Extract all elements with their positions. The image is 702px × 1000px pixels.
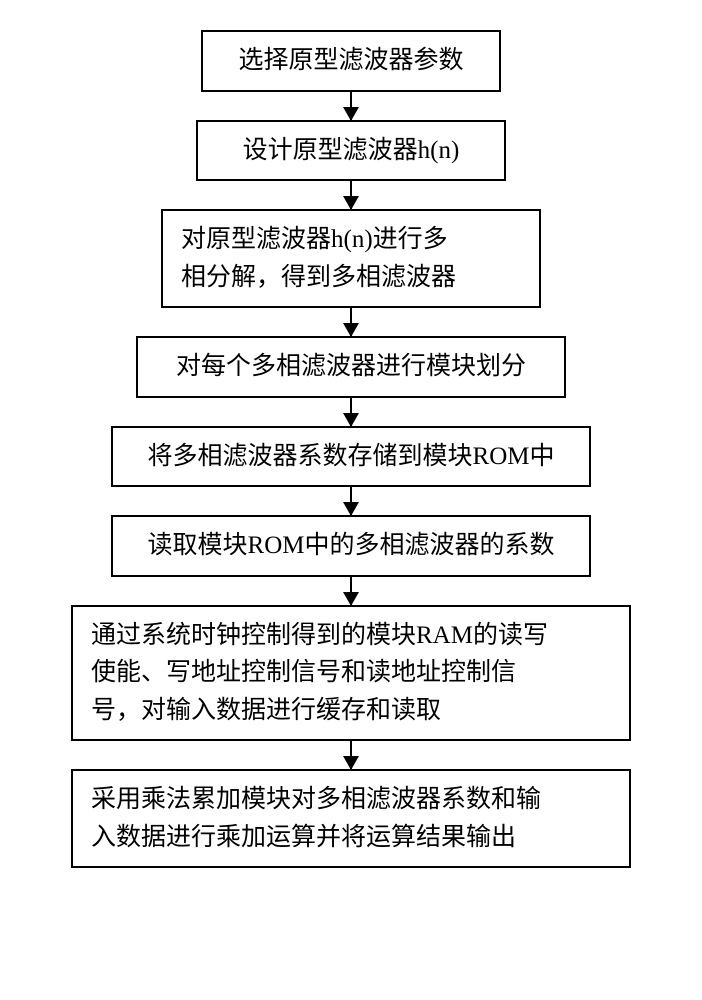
step-5-store-rom: 将多相滤波器系数存储到模块ROM中: [111, 426, 591, 488]
arrow-2: [350, 181, 352, 209]
step-3-text-line2: 相分解，得到多相滤波器: [181, 264, 456, 291]
step-6-read-rom: 读取模块ROM中的多相滤波器的系数: [111, 515, 591, 577]
arrow-1: [350, 92, 352, 120]
step-1-text: 选择原型滤波器参数: [238, 47, 463, 74]
step-8-text-line1: 采用乘法累加模块对多相滤波器系数和输: [91, 786, 541, 813]
step-8-multiply-accumulate: 采用乘法累加模块对多相滤波器系数和输 入数据进行乘加运算并将运算结果输出: [71, 769, 631, 868]
step-2-text: 设计原型滤波器h(n): [243, 137, 460, 164]
step-7-clock-control: 通过系统时钟控制得到的模块RAM的读写 使能、写地址控制信号和读地址控制信 号，…: [71, 605, 631, 742]
arrow-4: [350, 398, 352, 426]
flowchart-container: 选择原型滤波器参数 设计原型滤波器h(n) 对原型滤波器h(n)进行多 相分解，…: [71, 30, 631, 868]
arrow-3: [350, 308, 352, 336]
step-2-design-filter: 设计原型滤波器h(n): [196, 120, 506, 182]
step-5-text: 将多相滤波器系数存储到模块ROM中: [148, 443, 555, 470]
step-3-text-line1: 对原型滤波器h(n)进行多: [181, 226, 448, 253]
arrow-6: [350, 577, 352, 605]
step-1-select-params: 选择原型滤波器参数: [201, 30, 501, 92]
step-4-text: 对每个多相滤波器进行模块划分: [176, 353, 526, 380]
step-7-text-line1: 通过系统时钟控制得到的模块RAM的读写: [91, 622, 548, 649]
step-3-polyphase-decompose: 对原型滤波器h(n)进行多 相分解，得到多相滤波器: [161, 209, 541, 308]
step-6-text: 读取模块ROM中的多相滤波器的系数: [148, 532, 555, 559]
step-7-text-line2: 使能、写地址控制信号和读地址控制信: [91, 659, 516, 686]
step-7-text-line3: 号，对输入数据进行缓存和读取: [91, 697, 441, 724]
step-4-module-partition: 对每个多相滤波器进行模块划分: [136, 336, 566, 398]
arrow-5: [350, 487, 352, 515]
arrow-7: [350, 741, 352, 769]
step-8-text-line2: 入数据进行乘加运算并将运算结果输出: [91, 824, 516, 851]
